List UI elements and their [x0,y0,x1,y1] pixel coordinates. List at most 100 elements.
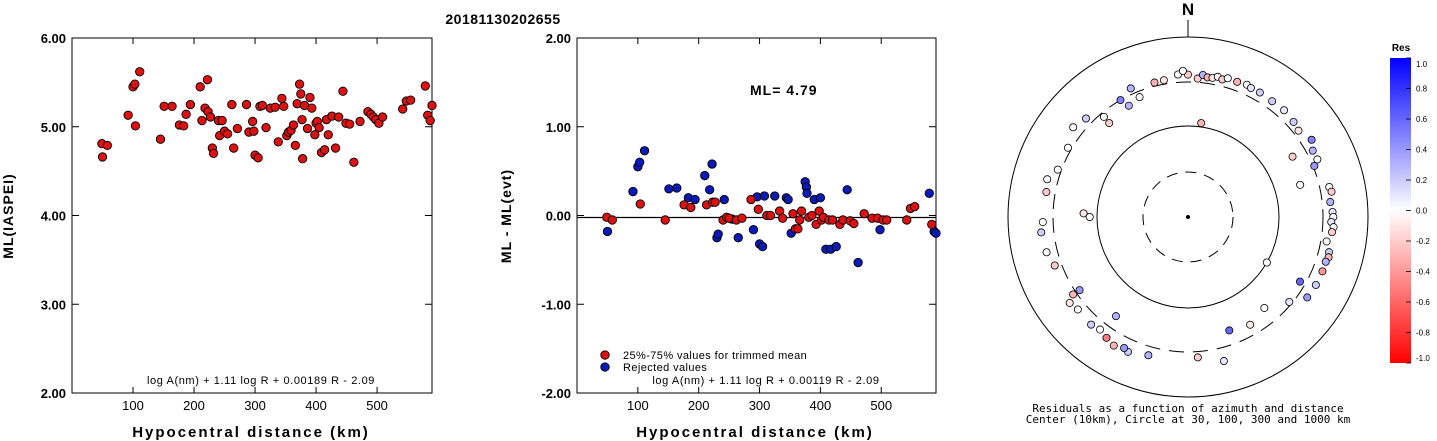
station-residual-point [1294,126,1303,135]
magnitude-point [130,121,141,131]
magnitude-point [319,145,330,155]
magnitude-point [288,120,299,130]
station-residual-point [1328,228,1337,237]
colorbar-tick-label: 0.0 [1416,207,1428,216]
magnitude-point [208,148,219,159]
left-x-tick-label: 400 [305,398,327,413]
station-residual-point [1124,101,1133,110]
magnitude-point [205,112,216,122]
station-residual-point [1296,180,1305,189]
magnitude-point [167,101,177,111]
magnitude-point [349,157,359,167]
legend-rejected-label: Rejected values [623,362,707,374]
trimmed-residual-point [778,213,788,223]
middle-xlabel: Hypocentral distance (km) [636,424,874,441]
trimmed-residual-point [910,201,920,212]
rejected-residual-point [770,191,780,201]
station-residual-point [1197,119,1206,128]
rejected-residual-point [664,184,674,194]
trimmed-residual-point [849,218,859,229]
middle-formula: log A(nm) + 1.11 log R + 0.00119 R - 2.0… [652,375,879,387]
magnitude-point [398,104,408,114]
rejected-residual-point [802,188,812,198]
station-residual-point [1037,228,1046,237]
legend-trimmed-marker [600,350,610,360]
station-residual-point [1069,290,1078,299]
station-residual-point [1318,267,1327,276]
station-residual-point [1307,135,1316,144]
legend: 25%-75% values for trimmed mean Rejected… [600,350,807,374]
station-residual-point [1116,96,1125,105]
magnitude-point [296,89,306,99]
station-residual-point [1073,305,1082,314]
station-residual-point [1225,326,1234,335]
rejected-residual-point [639,146,650,156]
middle-x-tick-label: 200 [688,398,710,413]
station-residual-point [1087,320,1096,329]
magnitude-point [135,67,145,77]
trimmed-residual-point [765,210,776,221]
station-residual-point [1268,97,1277,106]
rejected-residual-point [704,185,715,195]
magnitude-point [305,92,315,103]
legend-trimmed-label: 25%-75% values for trimmed mean [623,350,807,362]
magnitude-point [307,103,317,113]
station-residual-point [1105,119,1114,128]
colorbar-tick-label: 0.2 [1416,176,1428,185]
colorbar-ticks: 1.0 0.8 0.6 0.4 0.2 0.0 -0.2 -0.4 -0.6 -0.8 -1.0 [1406,57,1430,364]
colorbar-title: Res [1392,43,1411,54]
trimmed-residual-point [686,202,696,213]
magnitude-point [425,115,435,126]
rejected-residual-point [719,194,729,205]
left-ylabel: ML(IASPEI) [0,173,16,258]
station-residual-point [1135,93,1144,102]
left-plot-frame [71,37,433,394]
magnitude-point [197,115,207,126]
magnitude-point [195,82,205,92]
ml-value-label: ML= 4.79 [750,82,818,98]
left-y-tick-label: 5.00 [41,120,66,135]
residual-chart: 100 200 300 400 500 -2.00 -1.00 0.00 1.00 2.00 ML… [498,31,941,441]
colorbar-tick-label: 0.8 [1416,85,1428,94]
colorbar-tick-label: -0.8 [1416,329,1430,338]
left-y-tick-label: 6.00 [41,31,66,46]
circle-100km [1096,125,1280,309]
magnitude-point [323,130,333,140]
station-residual-point [1327,187,1336,196]
dashed-circle-300km [1052,81,1324,353]
trimmed-residual-point [710,197,720,207]
magnitude-point [185,99,196,110]
station-residual-point [1285,298,1294,307]
colorbar-tick-label: -1.0 [1416,354,1430,363]
magnitude-point [294,79,305,89]
legend-rejected-marker [600,362,610,372]
magnitude-point [377,112,388,122]
station-residual-point [1075,286,1084,295]
polar-caption-line2: Center (10km), Circle at 30, 100, 300 an… [1026,413,1351,426]
station-residual-point [1042,188,1051,197]
station-residual-point [1053,165,1062,174]
polar-caption-line1: Residuals as a function of azimuth and d… [1032,402,1343,415]
left-x-tick-label: 200 [183,398,205,413]
rejected-residual-point [815,193,826,203]
polar-points [1037,66,1338,366]
rejected-residual-point [733,233,743,243]
station-residual-point [1038,218,1047,227]
polar-residual-map: N Residuals as a function of azimuth and… [1007,0,1369,426]
rejected-residual-point [700,170,710,181]
colorbar-tick-label: -0.4 [1416,268,1430,277]
station-residual-point [1150,78,1159,87]
station-residual-point [1310,161,1319,170]
middle-y-tick-label: -2.00 [541,386,571,401]
trimmed-residual-point [746,194,756,205]
magnitude-point [338,86,348,96]
magnitude-point [179,121,189,131]
station-residual-point [1223,74,1232,83]
station-residual-point [1246,83,1255,92]
station-residual-point [1159,76,1168,85]
trimmed-residual-point [795,215,805,225]
magnitude-point [330,143,341,153]
magnitude-point [232,123,243,134]
trimmed-residual-point [882,215,892,225]
rejected-residual-point [707,159,717,169]
